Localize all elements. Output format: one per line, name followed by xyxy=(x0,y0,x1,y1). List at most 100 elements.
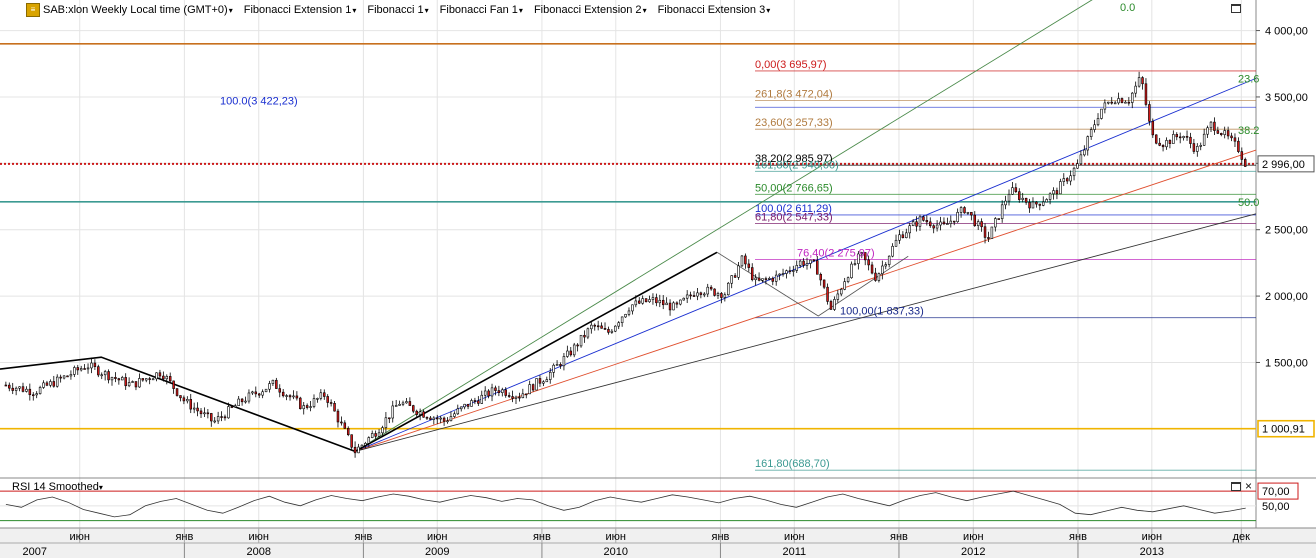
candle xyxy=(480,394,484,404)
candle xyxy=(939,221,942,226)
candle xyxy=(1083,149,1086,156)
fibonacci-fan-label: 0.0 xyxy=(1120,2,1135,14)
candle xyxy=(103,371,107,376)
candle xyxy=(607,328,610,333)
rsi-level-label: 70,00 xyxy=(1262,486,1290,498)
candle xyxy=(829,301,833,310)
candle xyxy=(1148,104,1151,122)
chevron-down-icon: ▾ xyxy=(98,483,103,492)
candle xyxy=(442,417,446,422)
candle xyxy=(210,413,213,422)
fibonacci-fan-ray[interactable] xyxy=(354,213,1257,452)
candle xyxy=(264,388,268,393)
y-tick-label: 3 500,00 xyxy=(1265,92,1308,104)
maximize-rsi-pane-icon[interactable] xyxy=(1231,482,1241,491)
fibonacci-fan-ray[interactable] xyxy=(354,0,1146,452)
candle xyxy=(812,259,816,262)
x-year-label: 2013 xyxy=(1140,546,1164,558)
candle xyxy=(1120,98,1124,103)
candle xyxy=(863,252,867,261)
candle xyxy=(528,384,531,395)
fibonacci-1-menu[interactable]: Fibonacci 1▾ xyxy=(367,4,428,16)
candle xyxy=(737,265,740,278)
candle xyxy=(1127,101,1131,104)
candle xyxy=(425,416,429,419)
candle xyxy=(199,410,203,415)
maximize-price-pane-icon[interactable] xyxy=(1231,4,1241,13)
candle xyxy=(487,390,490,397)
candle xyxy=(709,286,713,290)
fibonacci-level-label: 100,0(2 611,29) xyxy=(755,203,832,215)
candle xyxy=(542,381,545,384)
candle xyxy=(994,218,997,228)
x-month-label: июн xyxy=(606,531,626,543)
candle xyxy=(531,384,535,391)
candle xyxy=(97,366,100,376)
candle xyxy=(1124,101,1127,104)
candle xyxy=(14,387,18,391)
fibonacci-extension-3-menu[interactable]: Fibonacci Extension 3▾ xyxy=(658,4,771,16)
candle xyxy=(271,379,275,384)
candle xyxy=(1072,167,1076,177)
candle xyxy=(569,350,573,356)
chevron-down-icon: ▾ xyxy=(766,6,771,15)
candle xyxy=(682,297,685,301)
candle xyxy=(750,267,754,281)
candle xyxy=(716,293,720,296)
fibonacci-fan-1-menu[interactable]: Fibonacci Fan 1▾ xyxy=(440,4,523,16)
candle xyxy=(857,253,860,264)
fibonacci-fan-ray[interactable] xyxy=(354,149,1257,452)
x-month-label: июн xyxy=(427,531,447,543)
candle xyxy=(360,444,364,448)
candle xyxy=(641,298,644,304)
candle xyxy=(548,372,552,380)
candle xyxy=(675,302,679,305)
close-rsi-pane-icon[interactable]: × xyxy=(1245,479,1253,493)
candle xyxy=(275,379,278,389)
chevron-down-icon: ▾ xyxy=(352,6,357,15)
candle xyxy=(25,388,28,392)
rsi-mid-label: 50,00 xyxy=(1262,501,1290,513)
candle xyxy=(1113,102,1117,105)
candle xyxy=(836,293,840,300)
candle xyxy=(1216,130,1220,134)
candle xyxy=(620,316,624,324)
candle xyxy=(887,255,891,265)
rsi-level-tag xyxy=(1257,482,1299,500)
candle xyxy=(518,396,521,399)
candle xyxy=(158,372,162,377)
fibonacci-level-label: 261,8(3 472,04) xyxy=(755,89,833,101)
fibonacci-extension-2-menu[interactable]: Fibonacci Extension 2▾ xyxy=(534,4,647,16)
fibonacci-extension-1-label: Fibonacci Extension 1 xyxy=(243,4,352,16)
candle xyxy=(203,412,206,415)
fibonacci-fan-label: 38.2 xyxy=(1238,125,1259,137)
candle xyxy=(213,420,216,423)
candle xyxy=(353,446,357,454)
symbol-menu[interactable]: SAB:xlon Weekly Local time (GMT+0)▾ xyxy=(43,4,233,16)
candle xyxy=(295,395,299,399)
candle xyxy=(459,406,463,410)
candle xyxy=(781,273,785,275)
candle xyxy=(391,405,394,419)
x-month-label: июн xyxy=(69,531,89,543)
candle xyxy=(918,216,922,227)
app-logo-icon[interactable]: ≡ xyxy=(26,3,40,17)
candle xyxy=(1175,134,1179,138)
candle xyxy=(1069,175,1072,182)
candle xyxy=(172,380,175,389)
fibonacci-extension-3-label: Fibonacci Extension 3 xyxy=(657,4,766,16)
fibonacci-fan-ray[interactable] xyxy=(354,77,1257,452)
candle xyxy=(1189,136,1192,144)
rsi-indicator-menu[interactable]: RSI 14 Smoothed▾ xyxy=(12,481,103,493)
fibonacci-extension-1-menu[interactable]: Fibonacci Extension 1▾ xyxy=(244,4,357,16)
candle xyxy=(1004,200,1007,206)
candle xyxy=(343,422,347,429)
candle xyxy=(292,395,295,398)
fibonacci-level-label: 23,60(3 257,33) xyxy=(755,117,833,129)
candle xyxy=(768,278,771,280)
candle xyxy=(453,413,456,417)
candle xyxy=(655,297,658,304)
candle xyxy=(757,277,761,281)
